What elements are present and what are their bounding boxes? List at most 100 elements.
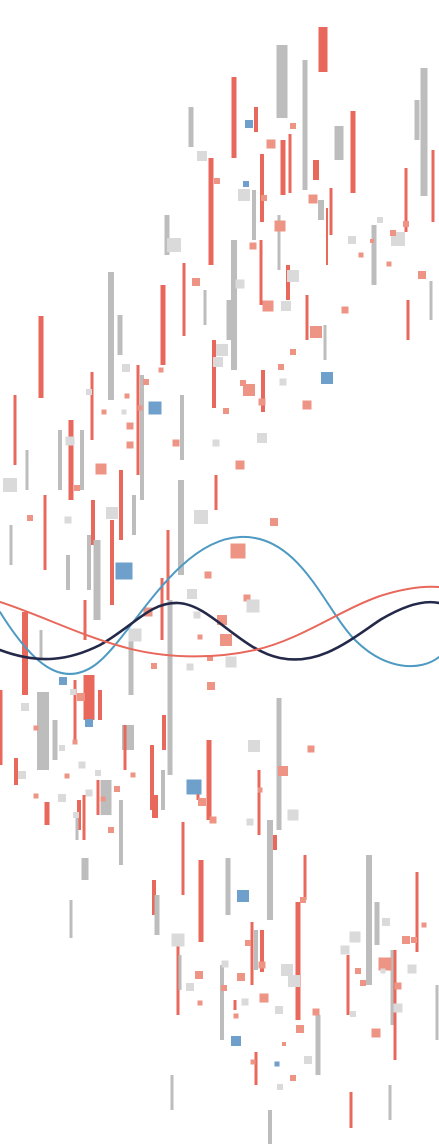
square-mark xyxy=(390,230,396,236)
square-mark xyxy=(230,543,246,559)
square-mark xyxy=(237,890,249,902)
vertical-bar xyxy=(69,900,73,938)
vertical-bar xyxy=(140,375,144,500)
vertical-bar xyxy=(208,158,214,265)
vertical-bar xyxy=(90,372,94,440)
vertical-bar xyxy=(117,315,123,355)
square-mark xyxy=(402,936,410,944)
square-mark xyxy=(124,393,130,399)
square-mark xyxy=(193,611,201,619)
square-mark xyxy=(258,961,266,969)
square-mark xyxy=(70,689,76,695)
vertical-bar xyxy=(276,698,282,830)
square-mark xyxy=(308,194,318,204)
square-mark xyxy=(246,818,254,826)
square-mark xyxy=(197,634,203,640)
vertical-bar xyxy=(231,77,237,158)
vertical-bar xyxy=(388,1085,392,1120)
vertical-bar xyxy=(58,430,62,490)
vertical-bar xyxy=(152,880,156,915)
square-mark xyxy=(167,238,181,252)
vertical-bar xyxy=(273,835,277,850)
square-mark xyxy=(65,436,75,446)
vertical-bar xyxy=(261,370,265,412)
square-mark xyxy=(282,1042,286,1046)
vertical-bar xyxy=(73,680,77,740)
square-mark xyxy=(278,364,284,370)
vertical-bar xyxy=(260,930,264,972)
vertical-bar xyxy=(119,470,123,540)
square-mark xyxy=(321,372,333,384)
square-mark xyxy=(274,220,286,232)
vertical-bar xyxy=(98,690,102,720)
square-mark xyxy=(279,378,287,386)
vertical-bar xyxy=(277,215,281,270)
vertical-bar xyxy=(349,1092,353,1128)
vertical-bar xyxy=(68,420,74,500)
vertical-bar xyxy=(14,758,18,785)
square-mark xyxy=(250,1059,256,1065)
square-mark xyxy=(350,1011,356,1017)
vertical-bar xyxy=(0,690,3,765)
square-mark xyxy=(380,968,386,974)
square-mark xyxy=(186,779,202,795)
vertical-bar xyxy=(39,630,43,660)
square-mark xyxy=(290,1075,296,1081)
square-mark xyxy=(245,940,251,946)
square-mark xyxy=(407,964,417,974)
vertical-bar xyxy=(152,795,158,818)
square-mark xyxy=(281,301,291,311)
square-mark xyxy=(262,300,274,312)
vertical-bar xyxy=(9,525,13,565)
square-mark xyxy=(223,408,229,414)
square-mark xyxy=(85,789,93,797)
vertical-bar xyxy=(160,285,166,365)
vertical-bar xyxy=(280,140,286,195)
vertical-bar xyxy=(123,725,127,770)
vertical-bar xyxy=(318,27,328,72)
square-mark xyxy=(371,1028,381,1038)
vertical-bar xyxy=(254,1052,258,1085)
square-mark xyxy=(158,367,164,373)
vertical-bar xyxy=(162,715,166,750)
square-mark xyxy=(108,827,114,833)
square-mark xyxy=(197,151,207,161)
square-mark xyxy=(281,964,293,976)
square-mark xyxy=(233,1013,239,1019)
vertical-bar xyxy=(254,107,258,132)
vertical-bar xyxy=(66,555,70,590)
square-mark xyxy=(246,599,260,613)
square-mark xyxy=(378,957,392,971)
square-mark xyxy=(231,1036,241,1046)
vertical-bar xyxy=(406,300,410,340)
vertical-bar xyxy=(83,675,95,720)
square-mark xyxy=(382,918,390,926)
square-mark xyxy=(418,271,426,279)
square-mark xyxy=(64,516,72,524)
vertical-bar xyxy=(295,902,301,1020)
square-mark xyxy=(212,439,220,447)
square-mark xyxy=(33,793,39,799)
vertical-bar xyxy=(374,902,380,945)
vertical-bar xyxy=(288,134,292,193)
vertical-bar xyxy=(136,365,140,475)
square-mark xyxy=(235,460,245,470)
square-mark xyxy=(221,985,227,991)
vertical-bar xyxy=(160,578,164,640)
square-mark xyxy=(249,242,257,250)
vertical-bar xyxy=(305,295,309,340)
square-mark xyxy=(241,998,249,1006)
square-mark xyxy=(74,485,80,491)
vertical-bar xyxy=(323,325,327,360)
vertical-bar xyxy=(206,740,212,820)
vertical-bar xyxy=(87,535,91,590)
vertical-bar xyxy=(346,955,350,1015)
square-mark xyxy=(73,812,79,818)
vertical-bar xyxy=(108,272,114,400)
square-mark xyxy=(355,968,361,974)
vertical-bar xyxy=(43,495,47,570)
square-mark xyxy=(411,937,417,943)
square-mark xyxy=(300,897,306,903)
vertical-bar xyxy=(96,780,100,815)
vertical-bar xyxy=(318,200,324,220)
